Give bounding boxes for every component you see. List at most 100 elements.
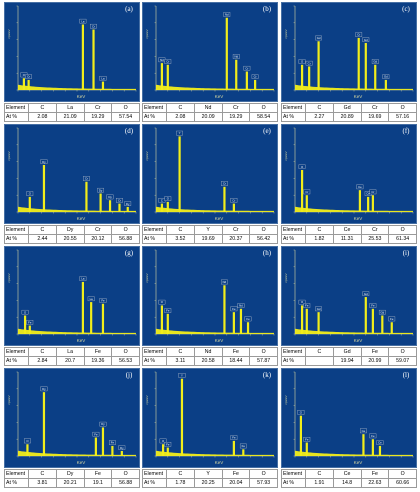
row-header: At % bbox=[281, 356, 306, 366]
spectrum-continuum bbox=[18, 328, 136, 334]
element-cell: Nd bbox=[193, 103, 223, 113]
spectrum-peak bbox=[166, 64, 169, 90]
row-header: At % bbox=[4, 478, 29, 488]
plot-frame bbox=[142, 246, 278, 346]
composition-table: Element C Gd Cr O At % 2.27 20.89 19.69 57.16 bbox=[281, 103, 417, 122]
atomic-percent-cell: 20.12 bbox=[83, 234, 113, 244]
spectrum-peak bbox=[101, 427, 105, 456]
y-axis-label: cps/eV bbox=[145, 151, 149, 160]
spectrum-peak bbox=[81, 24, 84, 91]
atomic-percent-row: At % 2.44 20.55 20.12 56.88 bbox=[4, 234, 140, 244]
peak-label-box bbox=[97, 187, 104, 193]
peak-label: La bbox=[101, 76, 105, 80]
y-axis-label: cps/eV bbox=[7, 151, 11, 160]
x-axis-label: KeV bbox=[354, 94, 363, 99]
peak-label-box bbox=[178, 373, 186, 378]
peak-label-box bbox=[83, 176, 90, 181]
peak-label: O bbox=[23, 73, 26, 77]
y-axis-label: cps/eV bbox=[7, 29, 11, 38]
peak-label-box bbox=[221, 181, 228, 186]
peak-label-box bbox=[109, 440, 116, 445]
spectrum-peak bbox=[160, 305, 163, 334]
peak-label: Fe bbox=[232, 307, 236, 311]
element-cell: O bbox=[111, 225, 140, 235]
peak-label-box bbox=[369, 189, 377, 195]
y-axis-label: cps/eV bbox=[145, 273, 149, 282]
atomic-percent-cell: 19.69 bbox=[193, 234, 223, 244]
spectrum-peak bbox=[232, 312, 235, 334]
row-header: Element bbox=[142, 103, 167, 113]
peak-label-box bbox=[99, 421, 107, 427]
atomic-percent-cell: 20.21 bbox=[55, 478, 85, 488]
element-row: Element C Gd Cr O bbox=[281, 103, 417, 113]
panel-label: (i) bbox=[403, 249, 410, 257]
element-cell: C bbox=[166, 347, 195, 357]
atomic-percent-cell: 19.29 bbox=[221, 112, 251, 122]
atomic-percent-cell: 57.16 bbox=[388, 112, 417, 122]
peak-label-box bbox=[297, 410, 305, 415]
spectrum-peak bbox=[374, 64, 377, 90]
spectrum-peak bbox=[232, 203, 235, 212]
peak-label-box bbox=[239, 443, 247, 449]
panel-label: (a) bbox=[125, 5, 133, 13]
x-axis-label: KeV bbox=[77, 216, 86, 221]
spectrum-continuum bbox=[295, 328, 413, 334]
atomic-percent-cell: 61.34 bbox=[388, 234, 417, 244]
spectrum-peak bbox=[232, 440, 235, 456]
peak-label-box bbox=[25, 74, 32, 79]
element-cell: O bbox=[111, 469, 140, 479]
atomic-percent-cell: 14.8 bbox=[332, 478, 362, 488]
peak-label: Fe bbox=[371, 304, 375, 308]
peak-label: O bbox=[300, 410, 303, 414]
x-axis-label: KeV bbox=[354, 216, 363, 221]
peak-label-box bbox=[164, 59, 172, 64]
eds-panel: cps/eV KeV O Cr Gd Cr Gd Gd Gd (c) Element C Gd Cr O At… bbox=[281, 2, 417, 122]
atomic-percent-cell: 58.54 bbox=[249, 112, 278, 122]
peak-label-box bbox=[79, 276, 87, 281]
plot-frame bbox=[281, 124, 417, 224]
peak-label: Gd bbox=[380, 310, 384, 314]
spectrum-peak bbox=[42, 164, 46, 212]
spectrum-peak bbox=[118, 203, 121, 212]
eds-spectrum-plot: cps/eV KeV O Dy Cr Dy Dy Cr Dy (d) bbox=[4, 124, 140, 224]
element-cell: C bbox=[28, 347, 57, 357]
element-cell: C bbox=[166, 225, 195, 235]
peak-label-box bbox=[315, 35, 322, 41]
plot-frame bbox=[4, 2, 140, 102]
peak-label: Dy bbox=[120, 446, 124, 450]
peak-label-box bbox=[106, 194, 114, 200]
spectrum-peak bbox=[242, 449, 245, 456]
element-cell: Gd bbox=[332, 347, 362, 357]
spectrum-peak bbox=[28, 196, 31, 212]
atomic-percent-row: At % 1.82 11.31 25.53 61.34 bbox=[281, 234, 417, 244]
peak-label: Cr bbox=[92, 24, 95, 28]
eds-panel: cps/eV KeV O Cr Ce Ce Cr (f) Element C Ce Cr O At % 1.… bbox=[281, 124, 417, 244]
element-row: Element C Nd Cr O bbox=[142, 103, 278, 113]
spectrum-peak bbox=[99, 193, 102, 212]
spectrum-peak bbox=[300, 170, 304, 212]
panel-label: (k) bbox=[263, 371, 272, 379]
spectrum-peak bbox=[300, 305, 304, 334]
element-cell: O bbox=[249, 469, 278, 479]
y-axis-label: cps/eV bbox=[284, 29, 288, 38]
composition-table: Element C Y Fe O At % 1.78 20.25 20.04 57.93 bbox=[142, 469, 278, 488]
element-cell: Cr bbox=[83, 103, 113, 113]
atomic-percent-cell: 19.29 bbox=[83, 112, 113, 122]
element-cell: Dy bbox=[55, 225, 85, 235]
peak-label: O bbox=[162, 439, 165, 443]
row-header: At % bbox=[4, 356, 29, 366]
spectrum-peak bbox=[108, 200, 112, 212]
element-cell: C bbox=[28, 103, 57, 113]
peak-label: Cr bbox=[245, 66, 248, 70]
spectrum-peak bbox=[81, 281, 84, 334]
x-axis-label: KeV bbox=[215, 338, 224, 343]
peak-label: Y bbox=[181, 374, 183, 378]
atomic-percent-row: At % 2.08 21.09 19.29 57.54 bbox=[4, 112, 140, 122]
peak-label-box bbox=[371, 59, 379, 64]
element-cell: O bbox=[249, 225, 278, 235]
spectrum-peak bbox=[101, 81, 105, 90]
peak-label-box bbox=[159, 438, 167, 444]
spectrum-peak bbox=[90, 302, 93, 334]
peak-label-box bbox=[298, 164, 306, 169]
